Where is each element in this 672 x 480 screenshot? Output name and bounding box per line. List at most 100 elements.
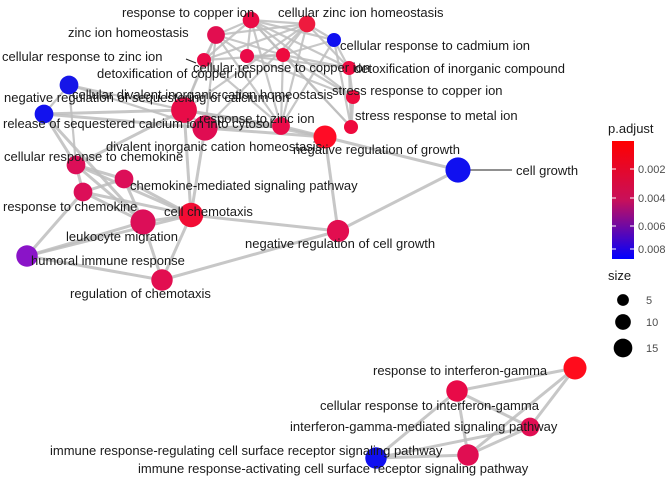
- node-n29: [457, 444, 479, 466]
- node-n5: [196, 52, 212, 68]
- color-tick-label: 0.006: [638, 221, 666, 233]
- node-n10: [171, 97, 197, 123]
- edge-n19-n21: [123, 177, 192, 217]
- color-legend-ticks: 0.002 0.004 0.006 0.008: [612, 164, 666, 256]
- edge-n10-n18: [75, 108, 185, 167]
- node-label: cellular response to chemokine: [4, 149, 183, 164]
- edge-n17-n23: [337, 168, 459, 233]
- node-label: cellular response to interferon-gamma: [320, 398, 540, 413]
- edge-n2-n3: [215, 22, 308, 37]
- size-legend: 5 10 15: [613, 294, 658, 358]
- legend: p.adjust 0.002 0.004 0.006 0.008 size 5 10 15: [608, 121, 666, 358]
- network-nodes: [16, 11, 587, 469]
- node-n7: [275, 47, 291, 63]
- edge-n10-n12: [43, 108, 185, 116]
- edge-n1-n2: [250, 18, 308, 26]
- edge-n12-n18: [42, 113, 78, 166]
- edge-n27-n30: [375, 389, 458, 460]
- node-label: stress response to copper ion: [332, 83, 503, 98]
- edge-n29-n30: [375, 453, 469, 460]
- edge-n14-n21: [189, 127, 207, 216]
- node-label: negative regulation of sequestering of c…: [4, 90, 289, 105]
- node-n20: [73, 182, 93, 202]
- node-label: negative regulation of cell growth: [245, 236, 435, 251]
- node-label: cellular response to copper ion: [193, 60, 370, 75]
- node-label: zinc ion homeostasis: [68, 25, 189, 40]
- node-n15: [343, 119, 359, 135]
- size-legend-label: 15: [646, 343, 658, 355]
- node-n2: [298, 15, 316, 33]
- node-label: response to copper ion: [122, 5, 254, 20]
- node-n21: [178, 202, 204, 228]
- node-label: cell chemotaxis: [164, 204, 253, 219]
- label-leader-line: [185, 58, 197, 64]
- node-n24: [16, 245, 38, 267]
- edge-n20-n21: [82, 190, 192, 217]
- node-label: interferon-gamma-mediated signaling path…: [290, 419, 558, 434]
- edge-n6-n8: [246, 54, 350, 70]
- edge-n1-n13: [249, 19, 283, 127]
- node-n25: [151, 269, 173, 291]
- node-n4: [326, 32, 342, 48]
- node-label: cellular response to zinc ion: [2, 49, 162, 64]
- edge-n28-n29: [467, 425, 531, 457]
- edge-n27-n28: [456, 389, 531, 429]
- edge-n4-n15: [332, 39, 353, 128]
- node-label: immune response-regulating cell surface …: [50, 443, 443, 458]
- edge-n2-n8: [306, 23, 350, 69]
- node-n22: [130, 209, 156, 235]
- node-label: response to chemokine: [3, 199, 137, 214]
- edge-n7-n8: [282, 53, 350, 70]
- edge-n7-n11: [282, 54, 354, 98]
- edge-n2-n10: [183, 23, 308, 111]
- node-label: leukocyte migration: [66, 229, 178, 244]
- edge-n7-n13: [279, 54, 285, 127]
- size-legend-label: 10: [646, 317, 658, 329]
- node-label: negative regulation of growth: [293, 142, 460, 157]
- node-label: detoxification of inorganic compound: [354, 61, 565, 76]
- node-label: stress response to metal ion: [355, 108, 518, 123]
- edge-n4-n7: [282, 38, 335, 57]
- edge-n9-n10: [68, 83, 185, 112]
- edge-n1-n5: [203, 19, 252, 61]
- node-n19: [114, 169, 134, 189]
- edge-n4-n13: [280, 39, 335, 127]
- edge-n6-n11: [246, 54, 354, 99]
- edge-n5-n13: [203, 59, 282, 127]
- edge-n22-n24: [26, 220, 144, 258]
- size-legend-dot: [613, 338, 633, 358]
- edge-n9-n18: [67, 84, 78, 166]
- edge-n26-n28: [528, 367, 577, 428]
- node-n14: [192, 115, 218, 141]
- node-n11: [345, 89, 361, 105]
- node-n18: [66, 155, 86, 175]
- edge-n28-n30: [375, 425, 531, 460]
- node-label: divalent inorganic cation homeostasis: [106, 139, 323, 154]
- edge-n14-n12: [43, 112, 206, 130]
- edge-n24-n25: [26, 254, 163, 282]
- node-n27: [446, 380, 468, 402]
- node-label: chemokine-mediated signaling pathway: [130, 178, 358, 193]
- node-n6: [239, 48, 255, 64]
- network-labels: response to copper ion cellular zinc ion …: [2, 5, 578, 476]
- node-label: response to zinc ion: [199, 111, 315, 126]
- edge-n2-n14: [204, 23, 308, 129]
- edge-n12-n22: [42, 112, 145, 224]
- color-legend-title: p.adjust: [608, 121, 654, 136]
- node-n9: [59, 75, 79, 95]
- edge-n3-n13: [215, 34, 282, 127]
- edge-n2-n5: [203, 22, 308, 62]
- size-legend-label: 5: [646, 295, 652, 307]
- node-n16: [313, 125, 337, 149]
- node-n1: [242, 11, 260, 29]
- node-label: regulation of chemotaxis: [70, 286, 211, 301]
- node-label: humoral immune response: [31, 253, 185, 268]
- node-n26: [563, 356, 587, 380]
- edge-n26-n29: [467, 366, 576, 457]
- edge-n7-n15: [282, 54, 352, 128]
- edge-n18-n22: [75, 163, 144, 224]
- size-legend-title: size: [608, 268, 631, 283]
- edge-n3-n7: [215, 33, 284, 57]
- node-n13: [272, 117, 290, 135]
